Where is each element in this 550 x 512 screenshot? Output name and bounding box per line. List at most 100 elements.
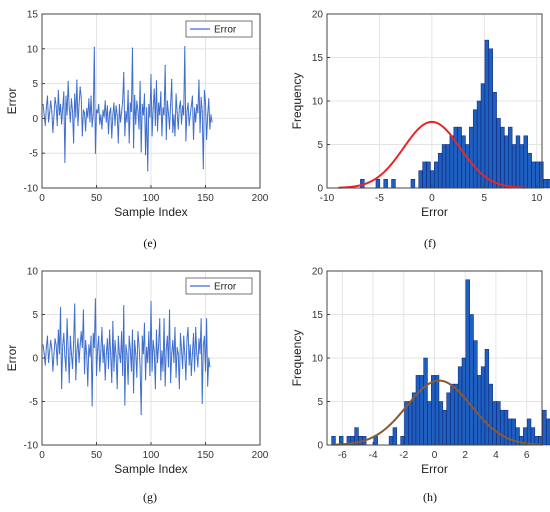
y-tick-label: 20	[312, 267, 324, 278]
histogram-bar	[449, 135, 455, 189]
data-point	[94, 298, 97, 300]
data-point	[150, 73, 152, 76]
histogram-bar	[437, 152, 443, 189]
data-point	[152, 340, 154, 342]
data-point	[114, 124, 116, 126]
data-point	[108, 329, 111, 331]
histogram-bar	[434, 375, 440, 446]
data-point	[149, 116, 151, 118]
data-point	[170, 103, 172, 106]
histogram-bar	[383, 179, 388, 189]
panel-f-error-histogram: -10 -5 0 5 10 0 5 10 15 20 Error Frequency	[290, 10, 550, 219]
data-point	[122, 100, 124, 102]
histogram-bar	[523, 135, 528, 189]
data-point	[152, 107, 154, 109]
data-point	[71, 110, 74, 113]
data-point	[53, 114, 55, 116]
data-point	[171, 78, 173, 81]
data-point	[147, 170, 149, 172]
data-point	[94, 152, 97, 154]
y-tick-label: 5	[32, 310, 38, 321]
data-point	[80, 96, 82, 99]
data-point	[210, 114, 212, 116]
data-point	[50, 340, 52, 342]
x-tick-label: -2	[399, 450, 408, 461]
x-tick-label: 0	[39, 193, 45, 204]
data-point	[51, 348, 53, 350]
data-point	[146, 346, 148, 349]
histogram-bar	[492, 401, 497, 446]
data-point	[42, 344, 44, 346]
data-point	[90, 335, 92, 337]
data-point	[153, 350, 155, 352]
data-point	[155, 80, 158, 82]
data-point	[168, 128, 171, 130]
data-point	[135, 353, 137, 355]
histogram-bar	[392, 427, 398, 446]
data-point	[174, 135, 176, 137]
data-point	[129, 102, 131, 104]
histogram-bar	[477, 375, 482, 446]
data-point	[98, 103, 100, 106]
data-point	[163, 114, 165, 116]
data-point	[136, 100, 138, 102]
data-point	[198, 79, 200, 81]
data-point	[59, 103, 62, 106]
data-point	[128, 335, 130, 337]
data-point	[105, 121, 107, 123]
data-point	[197, 366, 199, 368]
data-point	[107, 133, 110, 135]
data-point	[128, 142, 130, 144]
data-point	[185, 379, 187, 381]
data-point	[90, 95, 92, 97]
data-point	[173, 361, 175, 363]
data-point	[63, 333, 65, 335]
data-point	[45, 346, 47, 349]
histogram-bar	[410, 179, 416, 189]
data-point	[164, 64, 166, 67]
data-point	[110, 107, 112, 109]
data-point	[130, 110, 132, 113]
data-point	[124, 135, 126, 137]
x-axis-label: Error	[421, 462, 448, 476]
histogram-bar	[411, 392, 417, 446]
data-point	[62, 344, 64, 346]
legend-label-error: Error	[214, 25, 237, 36]
histogram-bar	[539, 161, 544, 189]
data-point	[54, 96, 56, 99]
data-point	[117, 142, 119, 144]
data-point	[142, 353, 144, 355]
data-point	[69, 335, 71, 337]
data-point	[194, 370, 196, 372]
data-point	[74, 303, 76, 305]
y-tick-label: 5	[317, 397, 323, 408]
histogram-bar	[461, 357, 467, 446]
data-point	[87, 385, 89, 387]
data-point	[130, 370, 132, 372]
caption-h: (h)	[423, 490, 437, 504]
data-point	[86, 108, 88, 110]
data-point	[91, 405, 93, 407]
data-point	[115, 355, 117, 357]
histogram-bar	[415, 375, 421, 446]
histogram-bar	[441, 144, 447, 189]
data-point	[176, 112, 178, 114]
data-point	[76, 79, 78, 81]
data-point	[68, 381, 70, 383]
data-point	[112, 320, 114, 323]
data-point	[175, 93, 177, 95]
y-tick-label: 15	[312, 310, 324, 321]
histogram-bar	[373, 436, 378, 446]
data-point	[148, 103, 150, 106]
data-point	[82, 309, 85, 311]
data-point	[120, 112, 123, 114]
histogram-bar	[531, 161, 536, 189]
histogram-bar	[508, 126, 513, 189]
histogram-bar	[465, 144, 470, 189]
data-point	[190, 374, 192, 376]
data-point	[75, 116, 77, 118]
data-point	[49, 350, 51, 352]
data-point	[104, 100, 106, 102]
y-tick-label: 10	[312, 354, 324, 365]
data-point	[159, 114, 161, 116]
